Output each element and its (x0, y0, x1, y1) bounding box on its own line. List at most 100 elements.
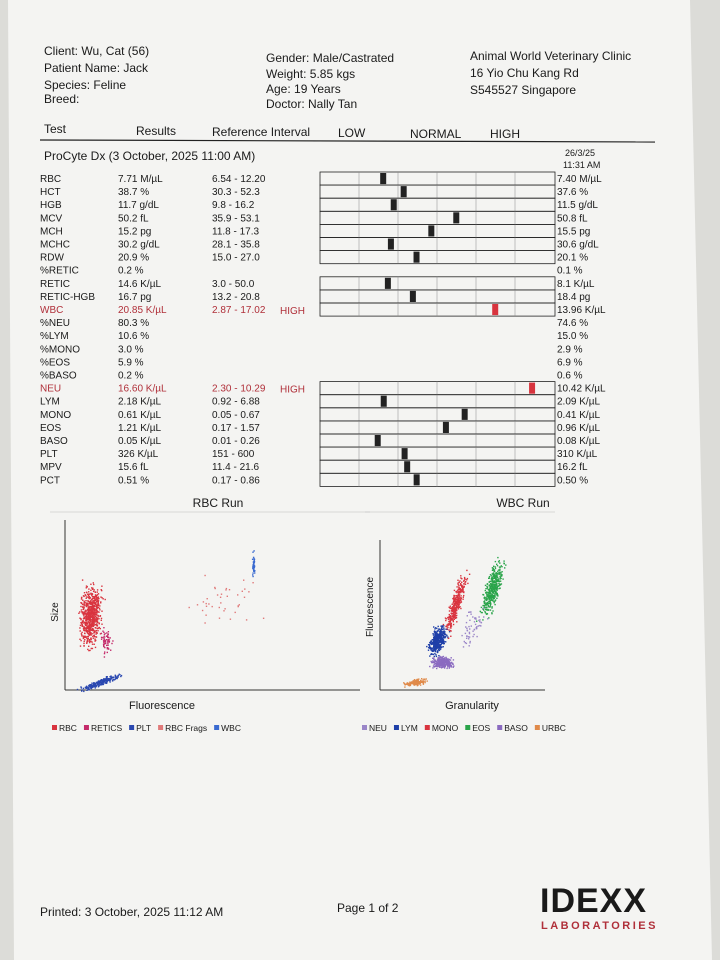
scatter-dot (433, 639, 436, 641)
scatter-dot (495, 583, 497, 585)
scatter-dot (451, 603, 453, 605)
scatter-dot (489, 574, 492, 576)
scatter-dot (443, 657, 446, 659)
scatter-dot (434, 659, 436, 661)
scatter-dot (454, 617, 457, 619)
scatter-dot (253, 561, 255, 563)
scatter-dot (455, 600, 458, 602)
scatter-dot (82, 603, 84, 606)
scatter-dot (499, 576, 501, 579)
scatter-dot (488, 595, 490, 597)
scatter-dot (102, 643, 105, 645)
scatter-dot (109, 676, 111, 678)
scatter-dot (448, 620, 450, 623)
scatter-dot (87, 618, 89, 621)
scatter-dot (501, 574, 503, 576)
scatter-dot (499, 572, 501, 574)
test-name: MONO (40, 410, 71, 421)
scatter-dot (91, 641, 93, 643)
scatter-dot (91, 607, 94, 610)
scatter-dot (88, 612, 91, 614)
scatter-dot (88, 588, 90, 590)
scatter-dot (93, 609, 96, 611)
scatter-dot (98, 603, 100, 605)
scatter-dot (90, 600, 92, 603)
scatter-dot (96, 603, 98, 606)
scatter-dot (86, 637, 88, 640)
scatter-dot (493, 574, 495, 576)
result-marker (453, 212, 460, 224)
scatter-dot (440, 635, 443, 638)
scatter-dot (89, 629, 92, 631)
scatter-dot (88, 611, 90, 613)
scatter-dot (97, 630, 99, 632)
scatter-dot (446, 625, 448, 627)
scatter-dot (493, 591, 495, 593)
scatter-dot (439, 631, 441, 633)
scatter-dot (456, 601, 458, 603)
scatter-dot (499, 584, 501, 586)
scatter-dot (94, 640, 96, 642)
scatter-dot (443, 627, 445, 629)
scatter-dot (437, 639, 439, 641)
test-name: EOS (40, 423, 61, 434)
scatter-dot (413, 682, 415, 684)
scatter-dot (205, 614, 207, 616)
scatter-dot (444, 665, 446, 667)
scatter-dot (87, 639, 89, 641)
scatter-dot (89, 649, 91, 652)
scatter-dot (97, 599, 99, 601)
scatter-dot (491, 585, 493, 587)
scatter-dot (409, 684, 412, 687)
scatter-dot (455, 604, 458, 607)
scatter-dot (443, 666, 446, 668)
scatter-dot (493, 570, 495, 572)
scatter-dot (452, 620, 454, 623)
scatter-dot (81, 621, 83, 623)
scatter-dot (488, 606, 490, 608)
result: 16.7 pg (118, 292, 151, 303)
scatter-dot (490, 590, 492, 592)
scatter-dot (90, 637, 92, 640)
scatter-dot (90, 634, 92, 636)
scatter-dot (83, 642, 85, 645)
test-name: %RETIC (40, 266, 79, 277)
scatter-dot (498, 587, 501, 590)
scatter-dot (445, 628, 447, 630)
scatter-dot (486, 602, 489, 604)
scatter-dot (453, 597, 455, 599)
scatter-dot (85, 587, 87, 589)
scatter-dot (96, 617, 99, 620)
scatter-dot (252, 567, 254, 569)
scatter-dot (456, 594, 458, 597)
scatter-dot (472, 630, 474, 632)
scatter-dot (450, 625, 453, 627)
scatter-dot (85, 609, 87, 611)
scatter-dot (432, 633, 434, 635)
scatter-dot (447, 666, 449, 668)
gauge-box (319, 472, 556, 487)
scatter-dot (98, 607, 101, 609)
scatter-dot (188, 606, 190, 609)
scatter-dot (97, 616, 99, 618)
scatter-dot (454, 613, 456, 616)
scatter-dot (95, 623, 98, 625)
scatter-dot (466, 627, 468, 629)
scatter-dot (245, 619, 248, 621)
scatter-dot (95, 682, 98, 684)
scatter-dot (418, 683, 421, 685)
scatter-dot (452, 623, 455, 626)
scatter-dot (419, 684, 422, 686)
scatter-dot (468, 573, 471, 575)
scatter-dot (108, 648, 110, 650)
scatter-dot (453, 611, 455, 613)
scatter-dot (211, 605, 213, 608)
scatter-dot (223, 610, 225, 612)
scatter-dot (100, 601, 102, 603)
scatter-dot (105, 639, 107, 641)
scatter-dot (464, 583, 467, 585)
result: 0.61 K/µL (118, 410, 161, 421)
scatter-dot (91, 615, 93, 618)
scatter-dot (450, 617, 452, 620)
scatter-dot (498, 566, 501, 568)
